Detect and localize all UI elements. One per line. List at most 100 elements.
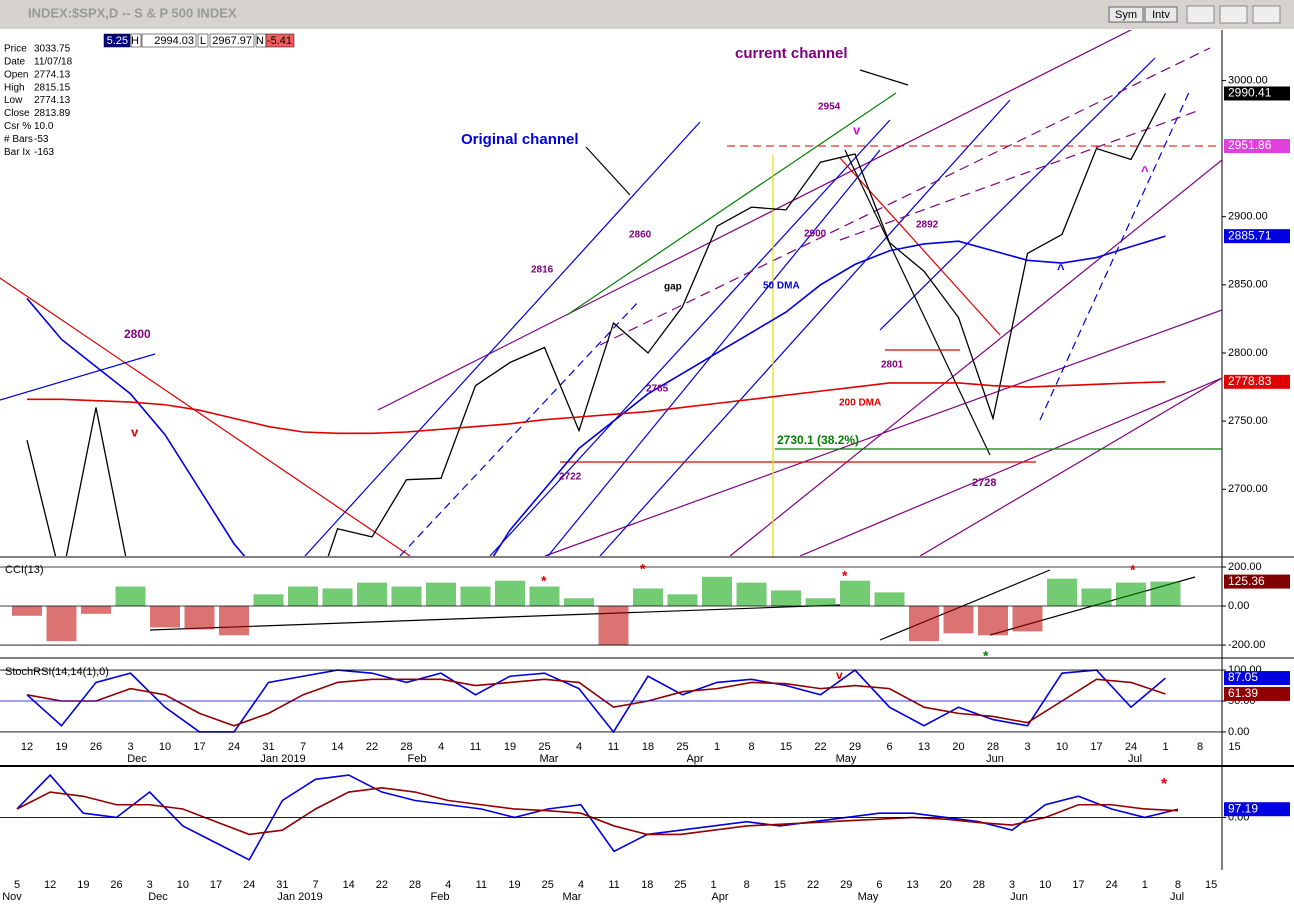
x-tick-label: 8 [744, 879, 750, 891]
cci-bar [1012, 606, 1043, 632]
x-tick-label: 24 [1125, 741, 1137, 753]
last-value-label: 97.19 [1228, 801, 1258, 815]
x-tick-label: 26 [90, 741, 102, 753]
x-tick-label: 1 [1162, 741, 1168, 753]
cci-bar [1081, 588, 1112, 607]
quote-box [103, 33, 131, 48]
x-tick-label: 26 [110, 879, 122, 891]
last-value-box [1224, 802, 1290, 817]
series-line [16, 786, 1178, 836]
intv-label[interactable]: Intv [1152, 9, 1170, 21]
last-value-box [1224, 86, 1290, 101]
info-label: Open [4, 69, 28, 80]
x-tick-label: 18 [641, 879, 653, 891]
close-button[interactable] [1252, 5, 1281, 24]
cci-bar [115, 586, 146, 607]
x-tick-label: 3 [1009, 879, 1015, 891]
annotation: 2728 [972, 477, 996, 489]
x-tick-label: 4 [578, 879, 584, 891]
y-tick-label: 2850.00 [1228, 279, 1268, 291]
last-value-label: 61.39 [1228, 686, 1258, 700]
x-tick-label: 15 [780, 741, 792, 753]
annotation: current channel [735, 45, 848, 62]
x-tick-label: 25 [676, 741, 688, 753]
x-tick-label: 15 [1228, 741, 1240, 753]
x-tick-label: 25 [538, 741, 550, 753]
x-tick-label: 7 [312, 879, 318, 891]
sym-label[interactable]: Sym [1115, 9, 1137, 21]
info-value: -163 [34, 147, 54, 158]
cci-bar [184, 606, 215, 630]
info-value: -53 [34, 134, 49, 145]
cci-bar [288, 586, 318, 607]
cci-bar [667, 594, 698, 607]
minimize-button[interactable] [1186, 5, 1215, 24]
x-tick-label: 10 [159, 741, 171, 753]
month-label: Apr [686, 753, 703, 765]
x-tick-label: 10 [1056, 741, 1068, 753]
last-value-label: 2778.83 [1228, 374, 1272, 388]
x-tick-label: 4 [438, 741, 444, 753]
annotation: * [640, 561, 646, 577]
x-tick-label: 1 [714, 741, 720, 753]
x-tick-label: 19 [77, 879, 89, 891]
x-tick-label: 29 [849, 741, 861, 753]
cci-bar [357, 582, 387, 607]
last-value-label: 2951.86 [1228, 138, 1272, 152]
annotation: v [853, 122, 861, 137]
sym-button[interactable] [1108, 6, 1144, 23]
x-tick-label: 15 [1205, 879, 1217, 891]
title-bar [0, 0, 1294, 29]
x-tick-label: 28 [987, 741, 999, 753]
annotation: Original channel [461, 131, 579, 148]
panel-title: CCI(13) [5, 564, 44, 576]
cci-bar [150, 606, 180, 628]
y-tick-label: 2800.00 [1228, 347, 1268, 359]
x-tick-label: 24 [1105, 879, 1117, 891]
annotation: * [983, 648, 989, 664]
quote-text: -5.41 [267, 35, 292, 47]
cci-bar [1047, 578, 1077, 607]
info-value: 2815.15 [34, 82, 71, 93]
y-tick-label: 0.00 [1228, 600, 1249, 612]
x-tick-label: 11 [608, 879, 619, 891]
cci-bar [391, 586, 422, 607]
cci-bar [253, 594, 284, 607]
info-label: Low [4, 95, 23, 106]
cci-bar [529, 586, 560, 607]
info-label: Close [4, 108, 30, 119]
x-tick-label: 6 [876, 879, 882, 891]
maximize-button[interactable] [1219, 5, 1248, 24]
cci-bar [81, 606, 111, 614]
cci-bar [1150, 581, 1181, 607]
month-label: May [858, 891, 879, 903]
annotation: 2900 [804, 229, 827, 240]
quote-box [265, 33, 295, 48]
quote-text: L [200, 35, 206, 47]
x-tick-label: 19 [504, 741, 516, 753]
month-label: Dec [127, 753, 147, 765]
info-value: 11/07/18 [34, 57, 73, 68]
x-tick-label: 13 [918, 741, 930, 753]
x-tick-label: 8 [1197, 741, 1203, 753]
cci-bar [46, 606, 77, 642]
x-tick-label: 31 [262, 741, 274, 753]
cci-bar [943, 606, 974, 634]
last-value-label: 2990.41 [1228, 86, 1272, 100]
y-tick-label: 2700.00 [1228, 483, 1268, 495]
x-tick-label: 24 [228, 741, 240, 753]
quote-box [209, 33, 255, 48]
x-tick-label: 28 [973, 879, 985, 891]
panel-title: StochRSI(14,14(1),0) [5, 666, 109, 678]
intv-button[interactable] [1144, 6, 1178, 23]
annotation: 2800 [124, 327, 151, 341]
quote-text: 5.25 [107, 35, 128, 47]
info-label: Bar Ix [4, 147, 30, 158]
cci-bar [771, 590, 801, 607]
annotation: * [1161, 776, 1168, 793]
x-tick-label: 13 [906, 879, 918, 891]
month-label: Nov [2, 891, 22, 903]
series-line [26, 235, 1166, 556]
last-value-box [1224, 229, 1290, 244]
x-tick-label: 19 [508, 879, 520, 891]
